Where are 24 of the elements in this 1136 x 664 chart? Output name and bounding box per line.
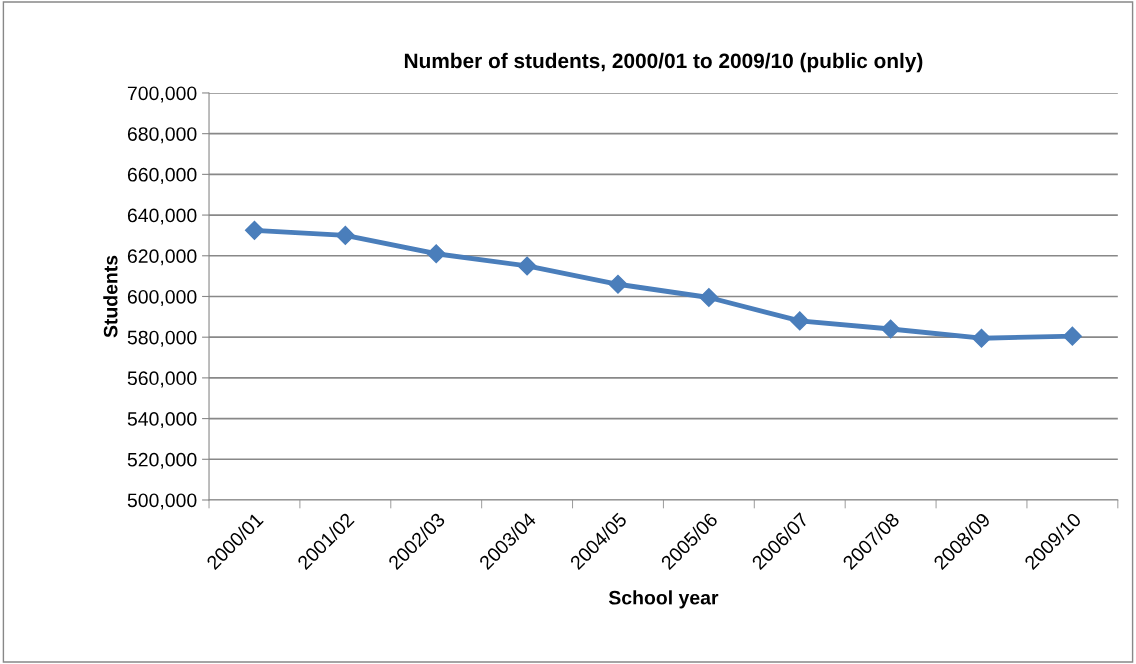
- y-tick-label: 520,000: [127, 452, 197, 469]
- y-tick-label: 680,000: [127, 127, 197, 144]
- y-tick-label: 580,000: [127, 330, 197, 347]
- point: [971, 328, 992, 348]
- point: [790, 311, 810, 331]
- x-axis-title: School year: [608, 590, 719, 609]
- point: [881, 319, 901, 339]
- point: [517, 256, 537, 276]
- point: [244, 220, 264, 240]
- y-tick-label: 560,000: [127, 371, 197, 388]
- y-tick-label: 540,000: [127, 412, 197, 429]
- y-tick-label: 600,000: [127, 289, 197, 307]
- chart-title: Number of students, 2000/01 to 2009/10 (public only): [404, 52, 923, 73]
- point: [1062, 326, 1082, 346]
- point: [608, 274, 628, 294]
- y-tick-label: 640,000: [127, 208, 197, 225]
- point: [335, 225, 355, 245]
- y-tick-label: 660,000: [127, 167, 197, 184]
- point: [426, 244, 446, 264]
- y-tick-label: 700,000: [127, 86, 197, 103]
- y-axis-title: Students: [103, 255, 118, 338]
- y-tick-label: 500,000: [127, 493, 197, 510]
- y-tick-label: 620,000: [127, 249, 197, 266]
- point: [699, 287, 719, 308]
